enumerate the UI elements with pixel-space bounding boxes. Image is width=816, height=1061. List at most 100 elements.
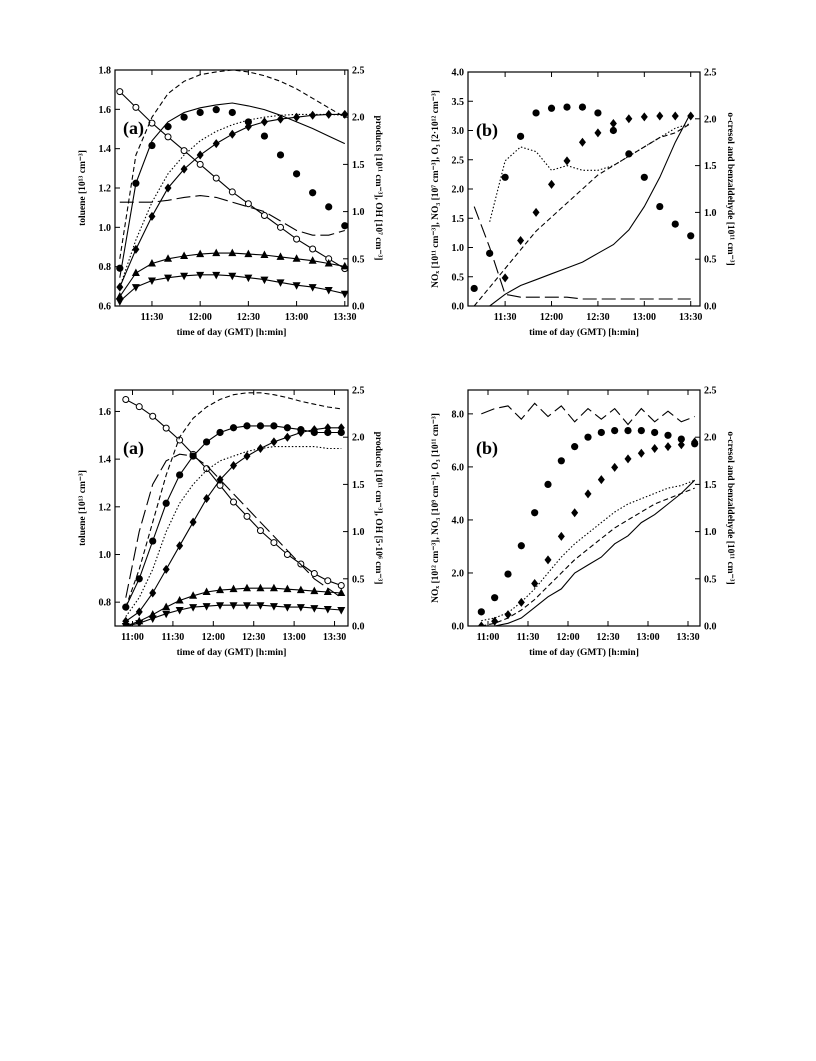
marker [594, 128, 602, 138]
y-tick-label: 0.8 [99, 262, 112, 273]
marker [216, 602, 225, 610]
marker [244, 200, 252, 208]
marker [132, 103, 140, 111]
x-tick-label: 11:30 [517, 632, 540, 643]
y2-tick-label: 1.5 [352, 480, 365, 491]
marker [189, 517, 197, 527]
x-tick-label: 12:00 [556, 632, 579, 643]
y2-tick-label: 1.5 [704, 161, 717, 172]
marker [571, 508, 579, 518]
marker [147, 277, 156, 286]
panel-label: (b) [476, 120, 498, 141]
x-tick-label: 13:30 [676, 632, 699, 643]
marker [584, 489, 592, 499]
y-tick-label: 1.0 [99, 550, 112, 561]
y-tick-label: 1.6 [99, 105, 112, 116]
x-tick-label: 13:00 [282, 632, 305, 643]
marker [323, 606, 332, 614]
marker [148, 615, 157, 623]
marker [242, 583, 251, 592]
series-line [481, 487, 695, 626]
marker [244, 249, 253, 258]
marker [624, 426, 632, 435]
marker [149, 588, 157, 598]
marker [517, 597, 525, 607]
y-tick-label: 8.0 [452, 409, 465, 420]
marker [270, 437, 278, 447]
marker [164, 133, 172, 141]
series-line [125, 392, 342, 608]
y-tick-label: 2.0 [452, 185, 465, 196]
marker [563, 156, 571, 166]
marker [202, 587, 211, 596]
marker [228, 272, 237, 281]
x-axis-label: time of day (GMT) [h:min] [177, 647, 287, 658]
marker [277, 114, 285, 124]
marker [337, 588, 346, 596]
series-group [477, 402, 699, 626]
marker [501, 273, 509, 283]
marker [277, 223, 285, 231]
marker [115, 292, 124, 300]
marker [175, 606, 184, 615]
series-line [119, 113, 345, 288]
y-tick-label: 0.6 [99, 302, 112, 313]
marker [162, 499, 170, 507]
marker [325, 203, 333, 211]
marker [532, 109, 540, 117]
marker [147, 259, 156, 267]
marker [325, 109, 333, 119]
marker [297, 427, 305, 437]
series-line [473, 123, 691, 306]
marker [176, 471, 184, 479]
marker [176, 541, 184, 551]
y-tick-label: 2.0 [452, 568, 465, 579]
marker [504, 570, 512, 578]
marker [651, 444, 659, 454]
y2-tick-label: 0.0 [704, 302, 717, 313]
panel: 11:00 11:30 12:00 12:30 13:00 13:30 0.0 2.0 4.0 6… [431, 386, 735, 659]
marker [651, 428, 659, 437]
series-line [119, 102, 346, 278]
marker [308, 284, 317, 292]
marker [243, 451, 251, 461]
marker [228, 188, 236, 196]
marker [340, 290, 348, 299]
marker [131, 284, 140, 292]
marker [202, 438, 211, 446]
marker [131, 268, 140, 276]
marker [164, 274, 173, 283]
x-tick-label: 13:30 [679, 312, 702, 323]
marker [212, 248, 221, 257]
marker [260, 117, 268, 127]
marker [687, 111, 695, 121]
y-tick-label: 3.0 [452, 126, 465, 137]
series-line [119, 195, 345, 236]
marker [578, 103, 587, 111]
x-tick-label: 12:00 [188, 312, 211, 323]
x-tick-label: 11:00 [477, 632, 500, 643]
marker [337, 581, 345, 589]
marker [230, 498, 238, 506]
marker [180, 251, 189, 259]
marker [324, 259, 333, 267]
y2-tick-label: 2.5 [352, 66, 365, 77]
marker [229, 602, 238, 610]
marker [292, 282, 301, 290]
y2-tick-label: 2.0 [352, 433, 365, 444]
marker [671, 220, 679, 228]
marker [230, 461, 238, 471]
y-tick-label: 6.0 [452, 462, 465, 473]
y2-axis-label: products [10¹¹ cm⁻³], OH [5·10⁶ cm⁻³] [373, 432, 383, 585]
marker [256, 527, 264, 535]
marker [162, 602, 171, 611]
plot-frame [114, 69, 349, 307]
marker [135, 403, 143, 411]
marker [132, 244, 140, 254]
y2-tick-label: 2.0 [352, 113, 365, 124]
panel: 11:30 12:00 12:30 13:00 13:300.00.51.01.52.0… [431, 68, 735, 339]
y2-tick-label: 0.0 [352, 302, 365, 313]
x-tick-label: 13:00 [633, 312, 656, 323]
y2-tick-label: 2.5 [352, 386, 365, 397]
marker [243, 512, 251, 520]
